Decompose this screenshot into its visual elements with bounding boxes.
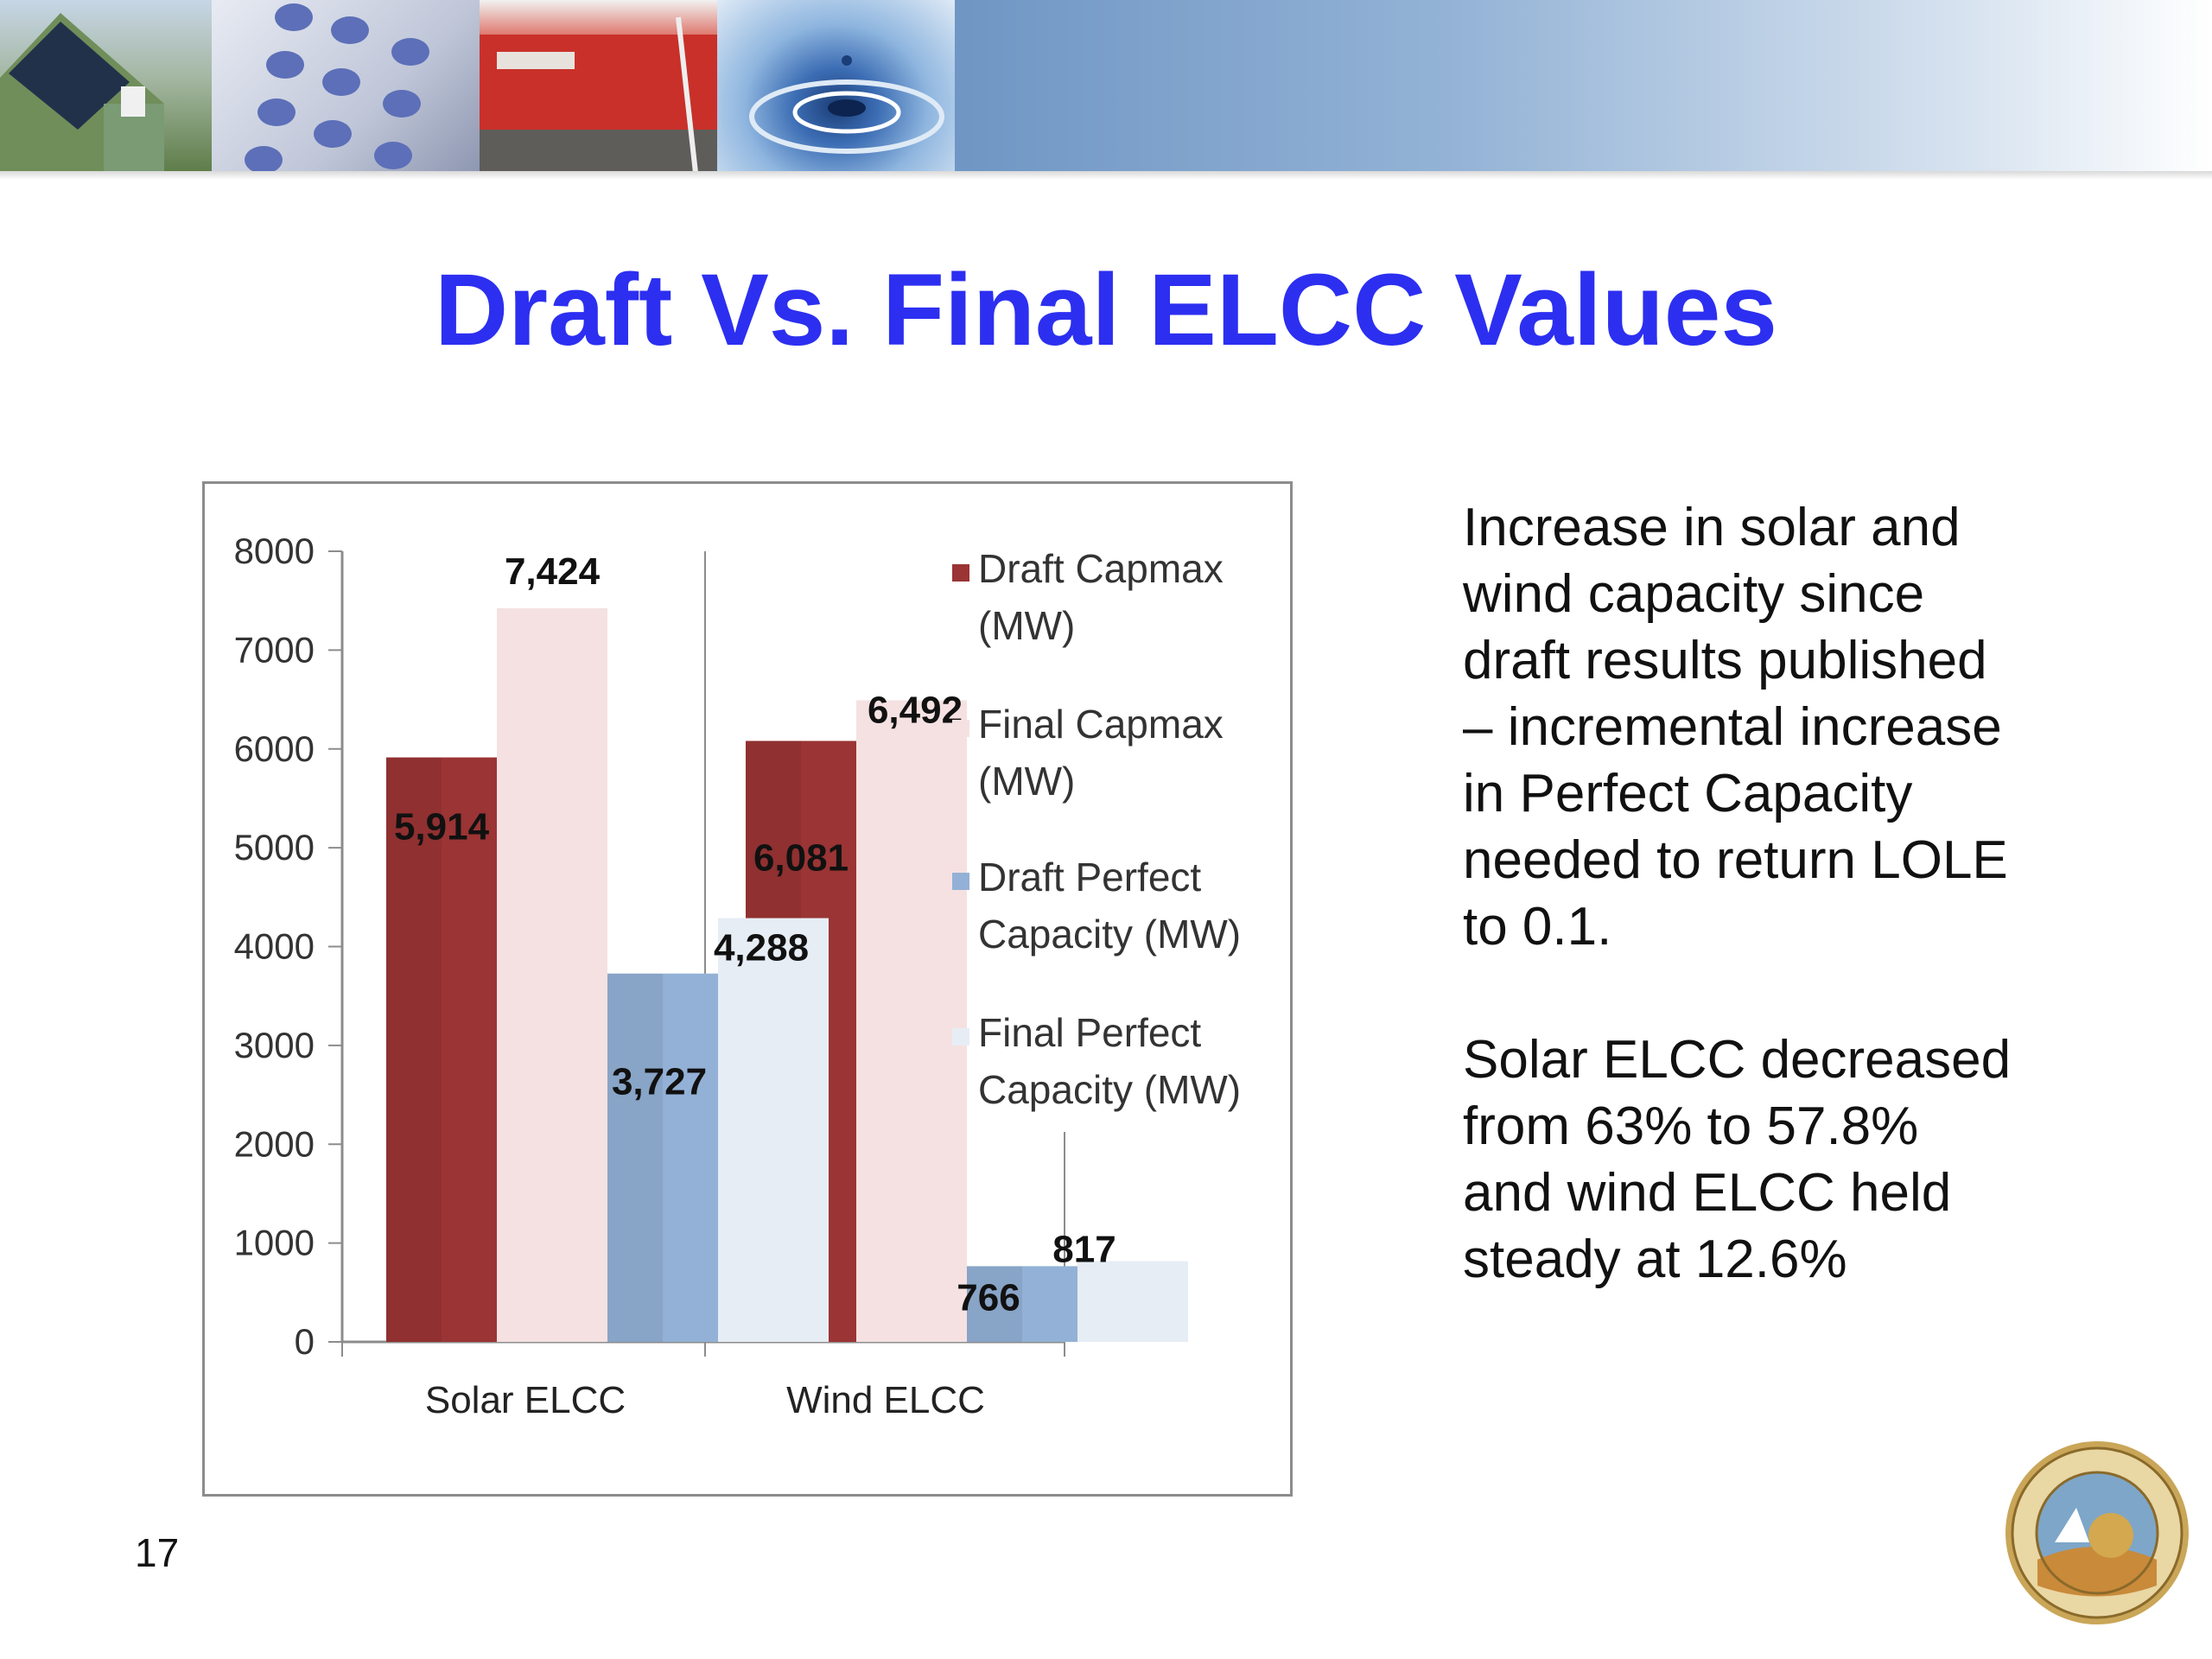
slide-body: Increase in solar and wind capacity sinc… xyxy=(1463,494,2016,1359)
data-label-final-capmax-mw-solar-elcc: 7,424 xyxy=(505,550,601,593)
body-paragraph-1: Increase in solar and wind capacity sinc… xyxy=(1463,498,2008,957)
y-tick-label: 2000 xyxy=(234,1123,315,1164)
legend-label-draft-capmax-mw: Draft Capmax xyxy=(978,546,1224,591)
data-label-final-perfect-capacity-mw-wind-elcc: 817 xyxy=(1052,1229,1116,1271)
data-label-final-capmax-mw-wind-elcc: 6,492 xyxy=(868,689,963,731)
bar-final-capmax-mw-solar-elcc xyxy=(497,607,607,1342)
legend-label-draft-perfect-capacity-mw: Draft Perfect xyxy=(978,855,1201,899)
legend-swatch-draft-perfect-capacity-mw xyxy=(952,873,969,890)
water-drop-photo xyxy=(717,0,955,177)
solar-house-photo xyxy=(0,0,212,177)
y-tick-label: 6000 xyxy=(234,728,315,769)
data-label-draft-perfect-capacity-mw-wind-elcc: 766 xyxy=(957,1276,1020,1319)
data-label-draft-capmax-mw-wind-elcc: 6,081 xyxy=(753,836,849,879)
body-paragraph-2: Solar ELCC decreased from 63% to 57.8% a… xyxy=(1463,1030,2012,1289)
category-label-solar-elcc: Solar ELCC xyxy=(425,1379,626,1421)
slide-title: Draft Vs. Final ELCC Values xyxy=(434,253,1778,367)
legend-label-final-perfect-capacity-mw-cont: Capacity (MW) xyxy=(978,1067,1241,1112)
bar-final-perfect-capacity-mw-wind-elcc xyxy=(1077,1261,1188,1342)
train-photo xyxy=(480,0,717,177)
header-banner xyxy=(0,0,2212,180)
cpuc-seal-icon xyxy=(2005,1441,2189,1624)
y-tick-label: 7000 xyxy=(234,629,315,670)
legend-swatch-draft-capmax-mw xyxy=(952,564,969,582)
y-tick-label: 4000 xyxy=(234,926,315,967)
y-tick-label: 5000 xyxy=(234,827,315,868)
bar-shade xyxy=(967,1266,1022,1342)
legend-swatch-final-capmax-mw xyxy=(952,720,969,737)
y-tick-label: 0 xyxy=(295,1321,315,1362)
banner-divider xyxy=(0,171,2212,180)
y-tick-label: 1000 xyxy=(234,1223,315,1263)
bar-draft-perfect-capacity-mw-wind-elcc xyxy=(967,1266,1077,1342)
page-number: 17 xyxy=(135,1530,180,1575)
y-tick-label: 3000 xyxy=(234,1025,315,1065)
data-label-final-perfect-capacity-mw-solar-elcc: 4,288 xyxy=(714,927,809,969)
banner-gradient xyxy=(955,0,2212,177)
bar-shade xyxy=(607,973,663,1342)
data-label-draft-perfect-capacity-mw-solar-elcc: 3,727 xyxy=(612,1061,707,1103)
legend-label-final-capmax-mw-cont: (MW) xyxy=(978,759,1075,804)
bar-draft-capmax-mw-solar-elcc xyxy=(386,757,497,1342)
phone-keypad-photo xyxy=(212,0,480,177)
legend-swatch-final-perfect-capacity-mw xyxy=(952,1028,969,1046)
legend-label-draft-perfect-capacity-mw-cont: Capacity (MW) xyxy=(978,912,1241,957)
legend-label-draft-capmax-mw-cont: (MW) xyxy=(978,603,1075,648)
bar-shade xyxy=(386,757,442,1342)
legend-label-final-perfect-capacity-mw: Final Perfect xyxy=(978,1010,1201,1055)
bar-final-capmax-mw-wind-elcc xyxy=(856,700,967,1342)
y-tick-label: 8000 xyxy=(234,531,315,571)
bar-final-perfect-capacity-mw-solar-elcc xyxy=(718,918,829,1342)
bar-draft-perfect-capacity-mw-solar-elcc xyxy=(607,973,718,1342)
data-label-draft-capmax-mw-solar-elcc: 5,914 xyxy=(394,806,490,849)
category-label-wind-elcc: Wind ELCC xyxy=(786,1379,985,1421)
legend-label-final-capmax-mw: Final Capmax xyxy=(978,702,1224,747)
